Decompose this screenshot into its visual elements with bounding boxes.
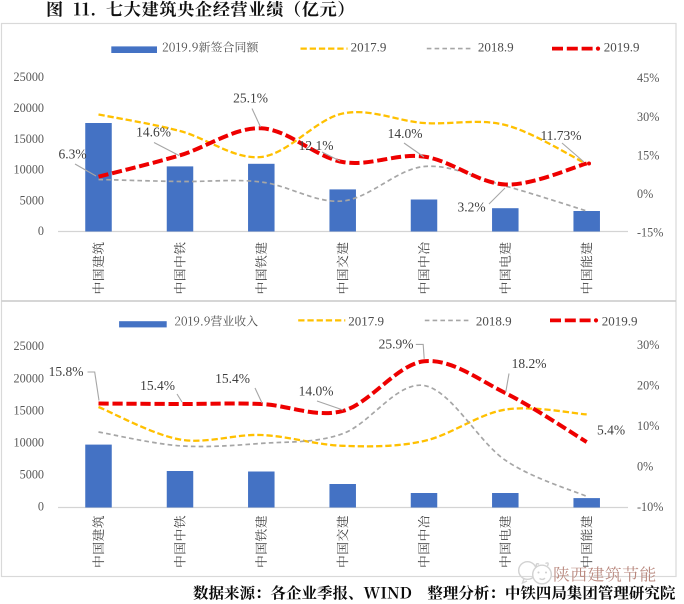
svg-text:14.0%: 14.0% — [299, 384, 334, 399]
svg-text:2018.9: 2018.9 — [476, 313, 512, 328]
svg-text:25.1%: 25.1% — [233, 91, 268, 106]
svg-text:12.1%: 12.1% — [299, 138, 334, 153]
svg-text:25.9%: 25.9% — [379, 337, 414, 352]
svg-text:20000: 20000 — [14, 101, 44, 115]
svg-text:15000: 15000 — [14, 132, 44, 146]
svg-text:20%: 20% — [637, 378, 659, 392]
svg-text:2017.9: 2017.9 — [348, 313, 384, 328]
svg-text:2019.9: 2019.9 — [602, 313, 638, 328]
svg-text:15000: 15000 — [14, 403, 44, 417]
svg-text:15.4%: 15.4% — [215, 371, 250, 386]
svg-text:10%: 10% — [637, 419, 659, 433]
svg-text:2019.9: 2019.9 — [604, 39, 640, 54]
svg-text:5000: 5000 — [20, 468, 44, 482]
svg-text:3.2%: 3.2% — [457, 200, 485, 215]
svg-text:-10%: -10% — [637, 500, 663, 514]
svg-text:0%: 0% — [637, 460, 653, 474]
svg-text:10000: 10000 — [14, 436, 44, 450]
svg-text:5.4%: 5.4% — [597, 423, 625, 438]
svg-text:45%: 45% — [637, 71, 659, 85]
svg-text:14.6%: 14.6% — [136, 125, 171, 140]
svg-text:10000: 10000 — [14, 163, 44, 177]
svg-text:18.2%: 18.2% — [512, 356, 547, 371]
svg-text:2017.9: 2017.9 — [351, 39, 387, 54]
svg-text:2018.9: 2018.9 — [478, 39, 514, 54]
svg-text:25000: 25000 — [14, 70, 44, 84]
svg-text:30%: 30% — [637, 110, 659, 124]
svg-text:14.0%: 14.0% — [388, 126, 423, 141]
svg-text:-15%: -15% — [637, 226, 663, 240]
svg-text:20000: 20000 — [14, 371, 44, 385]
svg-text:0: 0 — [38, 224, 44, 238]
svg-text:15.8%: 15.8% — [49, 364, 84, 379]
svg-text:0: 0 — [38, 500, 44, 514]
svg-text:15.4%: 15.4% — [140, 378, 175, 393]
svg-text:11.73%: 11.73% — [540, 128, 581, 143]
svg-text:30%: 30% — [637, 338, 659, 352]
svg-text:0%: 0% — [637, 187, 653, 201]
svg-text:25000: 25000 — [14, 339, 44, 353]
svg-text:6.3%: 6.3% — [58, 147, 86, 162]
svg-text:15%: 15% — [637, 148, 659, 162]
svg-text:5000: 5000 — [20, 193, 44, 207]
